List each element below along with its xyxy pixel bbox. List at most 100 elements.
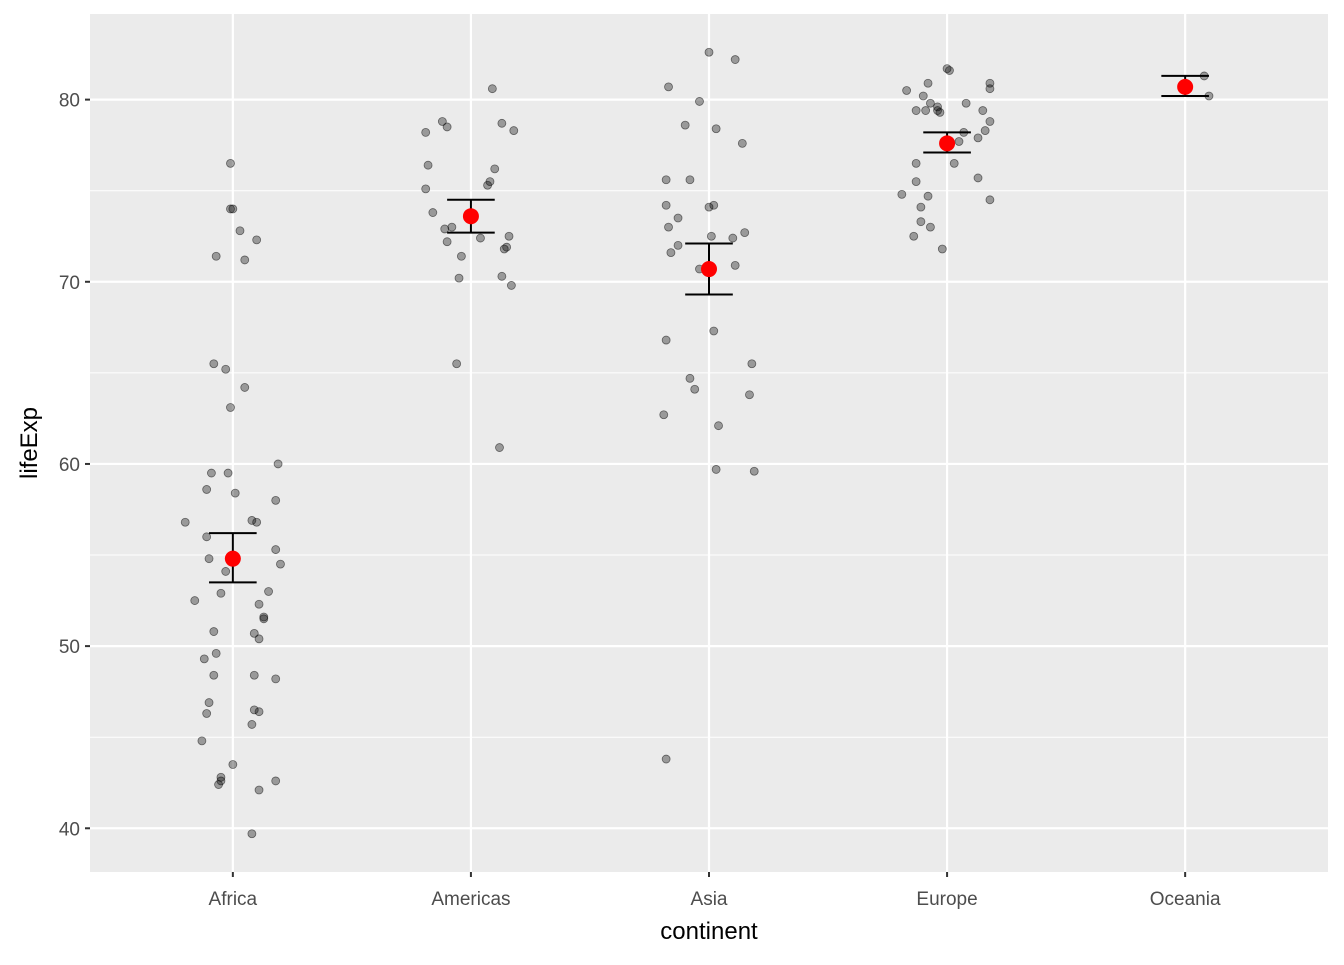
data-point — [452, 359, 462, 369]
data-point — [730, 55, 740, 64]
gridlines — [90, 14, 1328, 872]
data-point — [973, 173, 983, 183]
data-point — [978, 106, 988, 115]
data-point — [745, 390, 754, 400]
data-point — [902, 86, 912, 95]
data-point — [476, 233, 485, 243]
data-point — [423, 160, 433, 170]
data-point — [437, 117, 447, 126]
data-point — [704, 47, 714, 57]
mean-point — [701, 261, 717, 278]
x-axis-title: continent — [660, 918, 758, 945]
mean-point — [939, 135, 956, 152]
data-point — [247, 829, 257, 839]
data-point — [197, 736, 207, 746]
data-point — [954, 137, 964, 146]
data-point — [916, 217, 926, 227]
data-point — [247, 516, 257, 525]
data-point — [985, 117, 995, 126]
y-tick-label: 50 — [59, 637, 80, 658]
data-point — [226, 158, 235, 168]
data-point — [495, 443, 504, 452]
data-point — [190, 596, 200, 605]
data-point — [973, 133, 983, 143]
data-point — [249, 705, 259, 715]
data-point — [909, 231, 919, 241]
data-point — [273, 459, 283, 469]
data-point — [271, 545, 281, 554]
mean-point — [1177, 78, 1194, 95]
data-point — [980, 126, 990, 135]
data-point — [730, 260, 740, 270]
data-point — [504, 231, 514, 241]
data-point — [216, 588, 226, 598]
data-point — [214, 780, 223, 789]
data-point — [680, 120, 690, 130]
data-point — [209, 359, 219, 369]
data-point — [456, 251, 466, 261]
data-point — [918, 91, 928, 101]
data-point — [487, 84, 497, 94]
data-point — [240, 255, 250, 265]
data-point — [685, 373, 695, 383]
data-point — [685, 175, 695, 185]
data-point — [254, 707, 264, 717]
data-point — [695, 97, 704, 106]
data-point — [673, 240, 683, 250]
y-tick-label: 40 — [59, 819, 80, 840]
y-tick-label: 70 — [59, 273, 80, 294]
data-point — [737, 138, 747, 148]
data-point — [442, 237, 452, 247]
data-point — [226, 204, 235, 214]
data-point — [664, 222, 673, 232]
data-point — [454, 273, 464, 283]
data-point — [926, 98, 935, 108]
data-point — [199, 654, 209, 664]
data-point — [207, 468, 216, 478]
data-point — [666, 248, 676, 258]
data-point — [221, 567, 231, 576]
data-point — [202, 485, 212, 494]
data-point — [749, 466, 759, 476]
data-point — [259, 614, 269, 624]
data-point — [209, 627, 219, 636]
data-point — [447, 222, 457, 232]
data-point — [926, 222, 935, 232]
data-point — [209, 670, 219, 680]
data-point — [252, 517, 262, 527]
data-point — [690, 384, 700, 394]
data-point — [673, 213, 683, 223]
data-point — [204, 698, 214, 707]
data-point — [714, 421, 723, 431]
x-tick-label: Oceania — [1150, 889, 1221, 910]
data-point — [961, 98, 971, 108]
data-point — [661, 175, 671, 185]
data-point — [949, 158, 959, 168]
data-point — [499, 244, 509, 254]
data-point — [221, 364, 231, 374]
data-point — [240, 383, 250, 392]
data-point — [271, 674, 281, 684]
data-point — [490, 164, 500, 174]
data-point — [428, 208, 438, 217]
data-point — [728, 233, 738, 243]
data-point — [202, 709, 212, 718]
data-point — [911, 158, 921, 168]
data-point — [421, 128, 431, 137]
data-point — [711, 124, 721, 134]
data-point — [897, 189, 907, 199]
data-point — [421, 184, 431, 194]
data-point — [264, 587, 273, 596]
data-point — [228, 204, 238, 214]
mean-errorbars — [209, 74, 1209, 584]
data-point — [442, 122, 452, 132]
data-point — [230, 488, 240, 498]
data-point — [985, 195, 995, 205]
data-point — [254, 634, 264, 644]
data-point — [228, 760, 238, 769]
data-point — [740, 228, 750, 237]
data-point — [916, 202, 926, 212]
data-point — [704, 202, 714, 212]
data-point — [659, 410, 669, 420]
